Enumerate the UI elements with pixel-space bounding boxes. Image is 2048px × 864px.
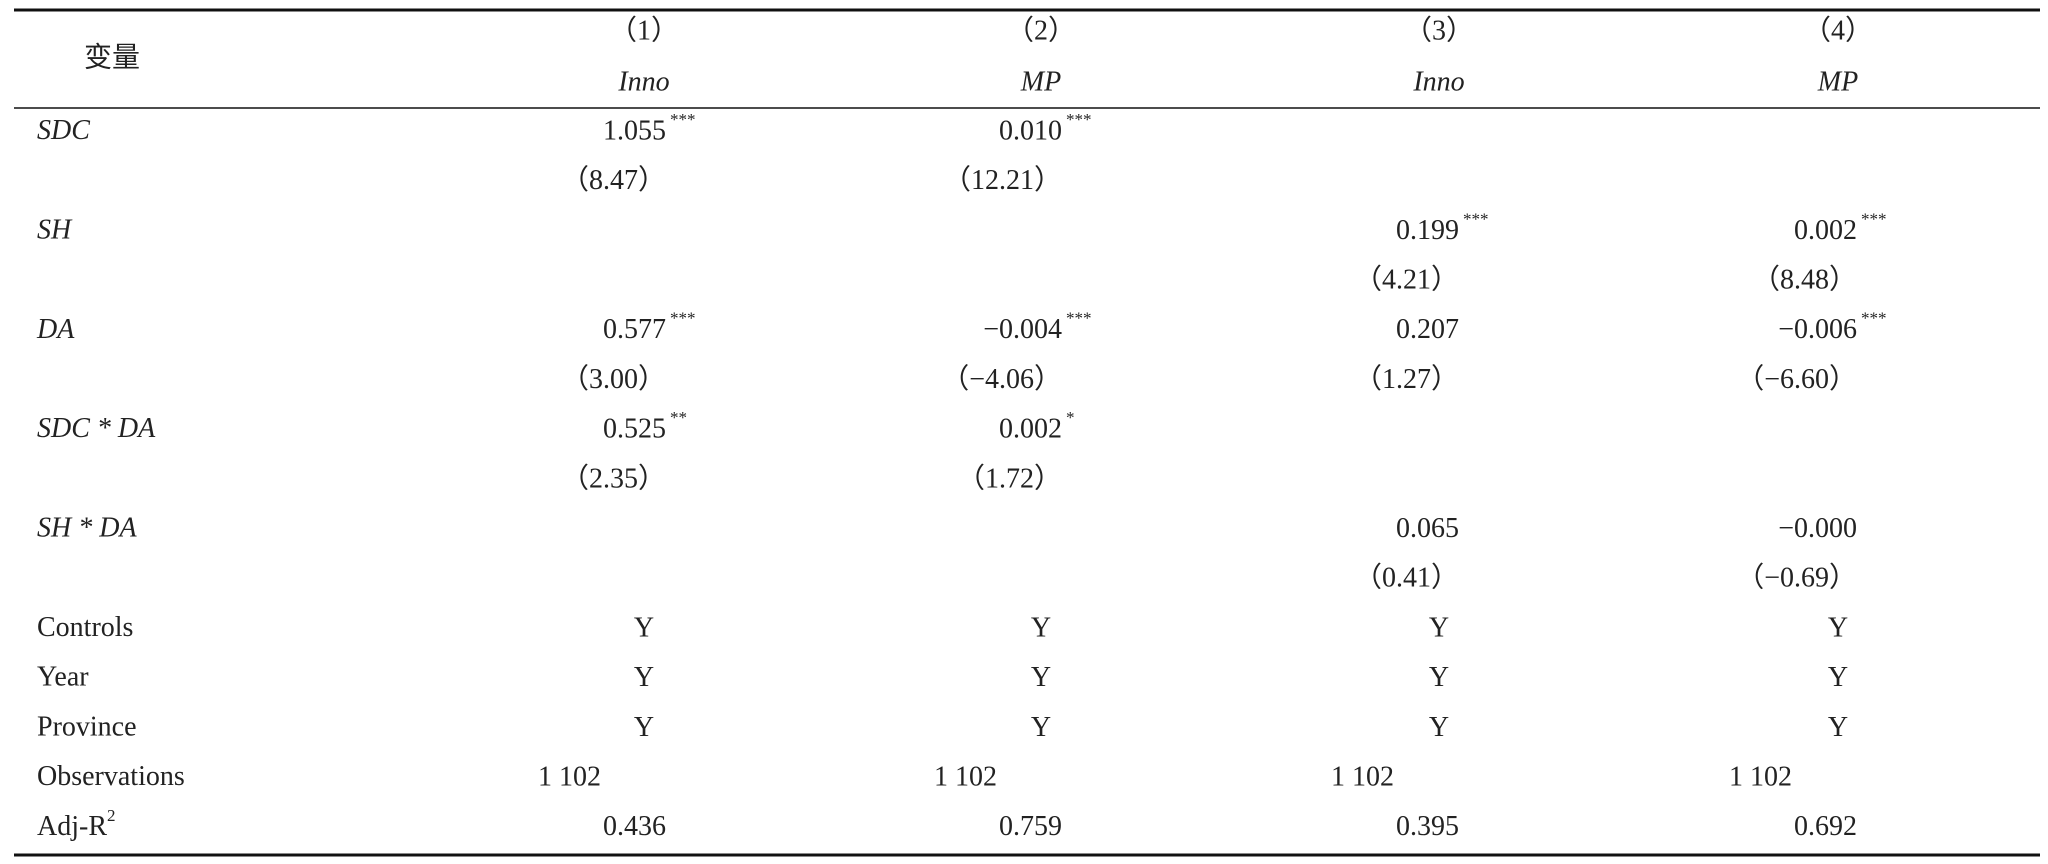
significance-stars: ***: [1066, 309, 1092, 328]
column-number: （3）: [1404, 14, 1474, 46]
row-label-text: SH * DA: [37, 513, 137, 544]
cell: Y: [634, 612, 654, 643]
cell: −0.004: [983, 314, 1062, 345]
column-number: （1）: [609, 14, 679, 46]
significance-stars: ***: [1861, 209, 1887, 228]
dependent-variable: MP: [1817, 66, 1858, 97]
cell: 1 102: [934, 762, 997, 793]
cell: 0.395: [1396, 811, 1459, 842]
row-label: SH * DA: [37, 513, 137, 544]
significance-stars: *: [1066, 408, 1075, 427]
cell: Y: [1828, 662, 1848, 693]
cell: 0.199: [1396, 215, 1459, 246]
cell: Y: [1031, 712, 1051, 743]
cell: Y: [1828, 712, 1848, 743]
dependent-variable: Inno: [1412, 66, 1464, 97]
row-label-text: DA: [36, 314, 75, 345]
cell: Y: [1031, 662, 1051, 693]
cell: 0.759: [999, 811, 1062, 842]
cell: 0.436: [603, 811, 666, 842]
cell: 1 102: [1331, 762, 1394, 793]
row-label: Province: [37, 712, 137, 743]
cell: （3.00）: [561, 363, 666, 395]
cell: Y: [634, 662, 654, 693]
column-number: （4）: [1803, 14, 1873, 46]
cell: （4.21）: [1354, 264, 1459, 296]
significance-stars: ***: [1463, 209, 1489, 228]
row-label: SH: [37, 215, 73, 246]
cell: 0.577: [603, 314, 666, 345]
cell: （1.27）: [1354, 363, 1459, 395]
cell: 0.525: [603, 414, 666, 445]
cell: （−6.60）: [1736, 363, 1857, 395]
row-label-sup: 2: [107, 806, 116, 825]
significance-stars: ***: [670, 110, 696, 129]
row-label-text: SDC * DA: [37, 414, 156, 445]
significance-stars: ***: [1066, 110, 1092, 129]
row-label: SDC: [37, 115, 90, 146]
cell: （2.35）: [561, 462, 666, 494]
row-label: Year: [37, 662, 89, 693]
cell: 1 102: [538, 762, 601, 793]
cell: 0.002: [999, 414, 1062, 445]
cell: （1.72）: [957, 462, 1062, 494]
cell: Y: [1828, 612, 1848, 643]
row-label: Observations: [37, 762, 185, 793]
row-label-text: SDC: [37, 115, 90, 146]
cell: （8.48）: [1752, 264, 1857, 296]
cell: 0.010: [999, 115, 1062, 146]
variable-header: 变量: [84, 41, 140, 73]
significance-stars: ***: [1861, 309, 1887, 328]
cell: 0.692: [1794, 811, 1857, 842]
row-label-text: Controls: [37, 612, 133, 643]
cell: Y: [1429, 712, 1449, 743]
cell: 1.055: [603, 115, 666, 146]
cell: 0.065: [1396, 513, 1459, 544]
row-label-text: Adj-R: [37, 811, 107, 842]
cell: −0.006: [1778, 314, 1857, 345]
dependent-variable: MP: [1020, 66, 1061, 97]
cell: （−4.06）: [941, 363, 1062, 395]
significance-stars: **: [670, 408, 687, 427]
row-label: DA: [36, 314, 75, 345]
row-label-text: SH: [37, 215, 73, 246]
cell: Y: [1031, 612, 1051, 643]
row-label-text: Province: [37, 712, 137, 743]
cell: −0.000: [1778, 513, 1857, 544]
cell: （0.41）: [1354, 562, 1459, 594]
cell: （12.21）: [943, 164, 1062, 196]
cell: 1 102: [1729, 762, 1792, 793]
cell: Y: [634, 712, 654, 743]
cell: Y: [1429, 662, 1449, 693]
dependent-variable: Inno: [617, 66, 669, 97]
row-label: Controls: [37, 612, 133, 643]
cell: （−0.69）: [1736, 562, 1857, 594]
row-label: SDC * DA: [37, 414, 156, 445]
cell: 0.002: [1794, 215, 1857, 246]
cell: 0.207: [1396, 314, 1459, 345]
row-label-text: Year: [37, 662, 89, 693]
significance-stars: ***: [670, 309, 696, 328]
column-number: （2）: [1006, 14, 1076, 46]
cell: Y: [1429, 612, 1449, 643]
row-label-text: Observations: [37, 762, 185, 793]
row-label: Adj-R2: [37, 806, 116, 843]
cell: （8.47）: [561, 164, 666, 196]
